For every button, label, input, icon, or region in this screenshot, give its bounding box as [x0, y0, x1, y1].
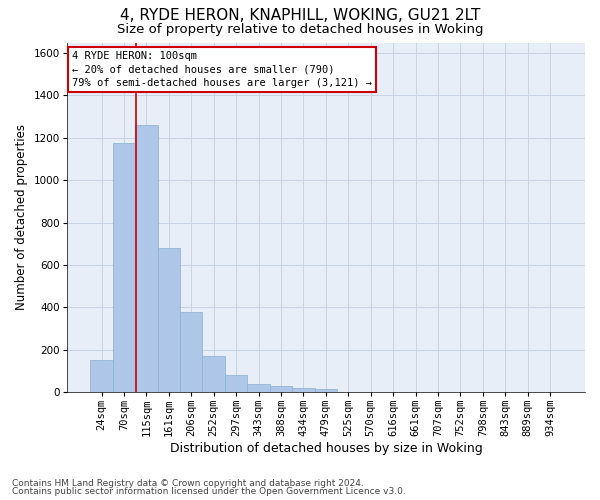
Text: Size of property relative to detached houses in Woking: Size of property relative to detached ho… [117, 22, 483, 36]
Text: 4 RYDE HERON: 100sqm
← 20% of detached houses are smaller (790)
79% of semi-deta: 4 RYDE HERON: 100sqm ← 20% of detached h… [72, 51, 372, 88]
Bar [225, 375, 247, 392]
X-axis label: Distribution of detached houses by size in Woking: Distribution of detached houses by size … [170, 442, 482, 455]
Bar [314, 389, 337, 392]
Bar [180, 312, 202, 392]
Bar [91, 360, 113, 392]
Bar [135, 125, 158, 392]
Y-axis label: Number of detached properties: Number of detached properties [15, 124, 28, 310]
Text: 4, RYDE HERON, KNAPHILL, WOKING, GU21 2LT: 4, RYDE HERON, KNAPHILL, WOKING, GU21 2L… [120, 8, 480, 22]
Text: Contains HM Land Registry data © Crown copyright and database right 2024.: Contains HM Land Registry data © Crown c… [12, 478, 364, 488]
Bar [158, 248, 180, 392]
Bar [270, 386, 292, 392]
Bar [113, 143, 135, 392]
Text: Contains public sector information licensed under the Open Government Licence v3: Contains public sector information licen… [12, 487, 406, 496]
Bar [202, 356, 225, 392]
Bar [247, 384, 270, 392]
Bar [292, 388, 314, 392]
